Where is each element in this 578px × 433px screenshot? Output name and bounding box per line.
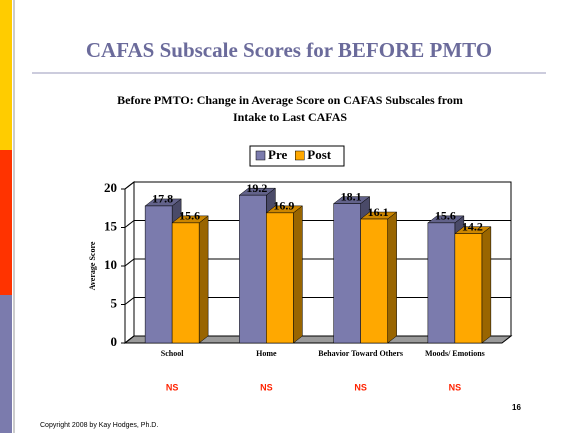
data-label: 16.9 — [273, 199, 294, 213]
legend-label: Pre — [268, 147, 287, 162]
data-label: 19.2 — [246, 181, 267, 195]
bar-side — [293, 205, 303, 344]
data-label: 15.6 — [435, 209, 456, 223]
legend-label: Post — [307, 147, 332, 162]
x-tick-label: Moods/ Emotions — [424, 349, 485, 358]
data-label: 16.1 — [368, 205, 389, 219]
chart-title: Before PMTO: Change in Average Score on … — [117, 93, 463, 124]
x-tick-label-box: Moods/ Emotions — [424, 349, 485, 358]
grid-line — [124, 335, 135, 344]
legend-swatch — [255, 150, 266, 161]
y-tick-label: 20 — [104, 180, 117, 195]
data-label: 17.8 — [152, 192, 173, 206]
grid-line — [124, 181, 135, 190]
bar — [360, 218, 388, 344]
grid-line — [124, 297, 135, 305]
copyright: Copyright 2008 by Kay Hodges, Ph.D. — [40, 422, 158, 429]
bar — [144, 205, 173, 344]
y-tick-label: 0 — [111, 334, 118, 349]
y-tick-label: 5 — [111, 295, 118, 310]
x-tick-label-box: School — [160, 349, 184, 358]
accent-bar — [0, 295, 12, 433]
x-tick-label: Home — [256, 349, 277, 358]
grid-line — [124, 220, 135, 228]
slide-title: CAFAS Subscale Scores for BEFORE PMTO — [86, 38, 492, 62]
bar — [266, 212, 294, 344]
x-tick-label: Behavior Toward Others — [318, 349, 403, 358]
data-label: 14.2 — [462, 219, 483, 233]
y-axis-label: Average Score — [88, 241, 97, 290]
bar — [333, 203, 361, 344]
bar-side — [481, 226, 492, 344]
data-label: 18.1 — [341, 189, 362, 203]
page-number: 16 — [512, 403, 521, 412]
annotation: NS — [260, 382, 273, 392]
annotation: NS — [449, 382, 462, 392]
chart-title-box: Before PMTO: Change in Average Score on … — [117, 93, 463, 124]
y-tick-label: 10 — [104, 257, 117, 272]
bar — [427, 222, 456, 344]
y-tick-label: 15 — [104, 218, 118, 233]
x-tick-label-box: Behavior Toward Others — [318, 349, 403, 358]
bar — [454, 233, 483, 344]
bar — [239, 194, 267, 344]
data-label: 15.6 — [179, 209, 200, 223]
accent-bar — [0, 150, 12, 295]
legend-swatch — [295, 150, 305, 161]
accent-bar — [0, 0, 12, 150]
x-tick-label-box: Home — [256, 349, 277, 358]
bar-side — [387, 211, 397, 344]
annotation: NS — [354, 382, 367, 392]
bar-side — [198, 215, 209, 344]
annotation: NS — [166, 382, 179, 392]
bar — [171, 222, 200, 344]
grid-line — [124, 258, 135, 267]
x-tick-label: School — [160, 349, 184, 358]
